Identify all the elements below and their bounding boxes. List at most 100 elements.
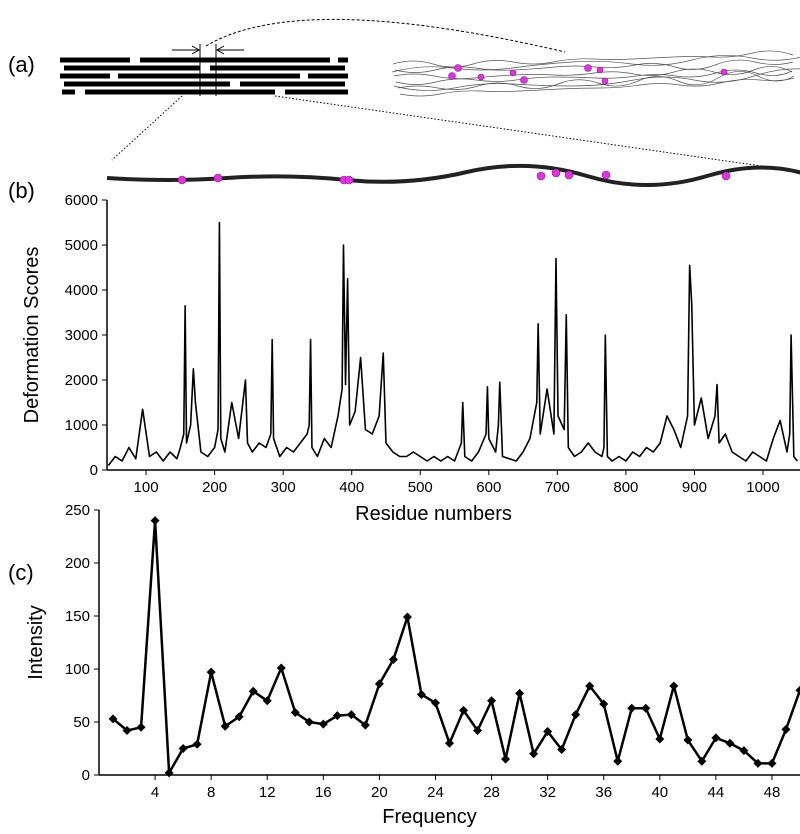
fibre-sites (448, 64, 728, 85)
data-line (107, 221, 798, 466)
data-point (501, 754, 511, 764)
x-tick-label: 900 (682, 479, 707, 496)
x-tick-label: 28 (483, 784, 500, 801)
data-point (234, 712, 244, 722)
x-tick-label: 32 (539, 784, 556, 801)
x-axis-label: Residue numbers (355, 503, 512, 525)
x-tick-label: 36 (595, 784, 612, 801)
data-point (346, 710, 356, 720)
x-tick-label: 16 (315, 784, 332, 801)
data-point (220, 721, 230, 731)
data-point (669, 681, 679, 691)
y-tick-label: 100 (65, 661, 90, 678)
data-point (122, 725, 132, 735)
data-point (487, 696, 497, 706)
y-tick-label: 150 (65, 608, 90, 625)
data-point (290, 707, 300, 717)
y-tick-label: 2000 (65, 372, 98, 389)
y-axis-label: Deformation Scores (21, 247, 43, 424)
x-tick-label: 500 (408, 479, 433, 496)
x-tick-label: 8 (207, 784, 215, 801)
y-tick-label: 1000 (65, 417, 98, 434)
data-point (360, 720, 370, 730)
x-tick-label: 1000 (746, 479, 779, 496)
y-tick-label: 0 (82, 767, 90, 784)
zoom-line (274, 95, 776, 169)
zoom-curve (205, 18, 566, 53)
x-tick-label: 200 (202, 479, 227, 496)
data-point (318, 719, 328, 729)
data-point (753, 758, 763, 768)
data-point (192, 739, 202, 749)
data-point (178, 744, 188, 753)
y-tick-label: 6000 (65, 192, 98, 209)
data-point (655, 734, 665, 744)
y-tick-label: 50 (73, 714, 90, 731)
data-point (767, 758, 777, 768)
x-tick-label: 400 (339, 479, 364, 496)
data-point (543, 727, 553, 737)
data-point (402, 612, 412, 622)
data-point (613, 756, 623, 766)
x-tick-label: 20 (371, 784, 388, 801)
x-tick-label: 100 (134, 479, 159, 496)
data-point (164, 768, 174, 778)
fibril-schematic (60, 57, 348, 95)
data-point (150, 516, 160, 526)
y-tick-label: 5000 (65, 237, 98, 254)
data-point (332, 711, 342, 721)
x-tick-label: 40 (651, 784, 668, 801)
x-tick-label: 300 (271, 479, 296, 496)
y-tick-label: 250 (65, 502, 90, 519)
x-tick-label: 700 (545, 479, 570, 496)
data-point (388, 654, 398, 664)
y-tick-label: 3000 (65, 327, 98, 344)
data-point (136, 722, 146, 732)
data-point (445, 738, 454, 748)
y-tick-label: 200 (65, 555, 90, 572)
data-point (627, 703, 637, 713)
y-axis-label: Intensity (25, 605, 47, 679)
data-point (599, 699, 609, 709)
data-point (725, 738, 735, 748)
x-tick-label: 4 (151, 784, 159, 801)
panel-label: (a) (8, 52, 35, 77)
x-tick-label: 800 (613, 479, 638, 496)
data-point (416, 689, 426, 699)
x-tick-label: 44 (708, 784, 725, 801)
y-tick-label: 0 (90, 462, 98, 479)
x-axis-label: Frequency (382, 806, 477, 828)
data-point (473, 725, 483, 735)
data-point (276, 663, 286, 673)
data-point (430, 698, 440, 708)
data-point (374, 679, 384, 689)
panel-label: (b) (8, 178, 35, 203)
data-point (697, 756, 707, 766)
x-tick-label: 48 (764, 784, 781, 801)
data-point (262, 696, 272, 706)
data-point (108, 714, 118, 724)
x-tick-label: 24 (427, 784, 444, 801)
data-point (304, 717, 314, 727)
data-point (683, 735, 693, 745)
panel-label: (c) (8, 560, 34, 585)
data-point (585, 681, 595, 691)
zoom-line (111, 95, 183, 161)
data-point (781, 724, 791, 734)
data-point (557, 745, 567, 755)
data-point (711, 733, 721, 743)
data-point (641, 703, 651, 713)
data-point (739, 746, 749, 756)
data-point (529, 749, 539, 759)
strip-sites (177, 168, 731, 185)
data-line (112, 519, 800, 775)
data-point (248, 686, 258, 696)
data-point (459, 705, 469, 715)
gap-arrows (172, 44, 244, 96)
x-tick-label: 600 (476, 479, 501, 496)
x-tick-label: 12 (259, 784, 276, 801)
y-tick-label: 4000 (65, 282, 98, 299)
data-point (206, 667, 216, 677)
data-point (795, 685, 800, 695)
